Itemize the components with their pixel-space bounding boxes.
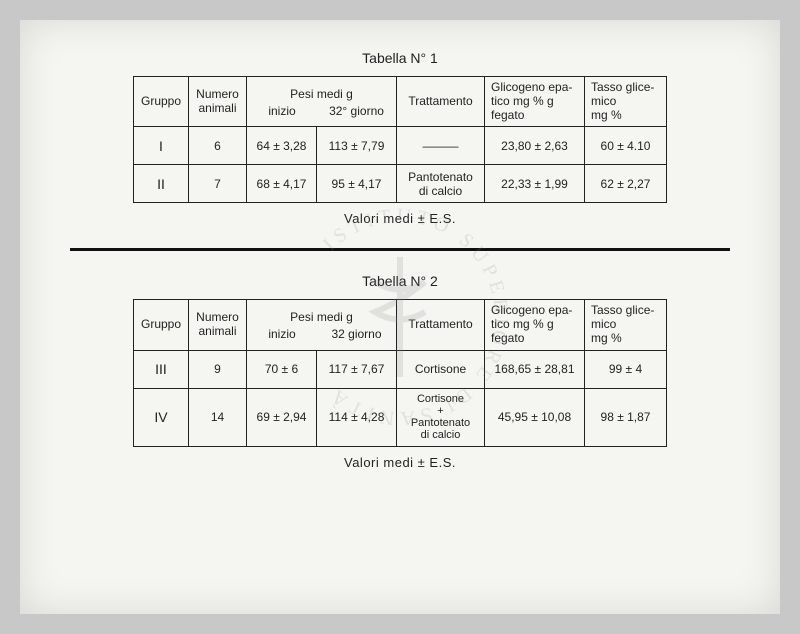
table-row: III 9 70 ± 6 117 ± 7,67 Cortisone 168,65… bbox=[134, 350, 667, 388]
cell: Cortisone+Pantotenatodi calcio bbox=[397, 388, 485, 446]
cell: 114 ± 4,28 bbox=[317, 388, 397, 446]
cell: I bbox=[134, 127, 189, 165]
cell: II bbox=[134, 165, 189, 203]
cell: 64 ± 3,28 bbox=[247, 127, 317, 165]
cell: 117 ± 7,67 bbox=[317, 350, 397, 388]
th-pesi-inizio: inizio bbox=[247, 105, 317, 119]
table1-caption: Valori medi ± E.S. bbox=[70, 211, 730, 226]
table1-title: Tabella N° 1 bbox=[70, 50, 730, 66]
cell: 9 bbox=[189, 350, 247, 388]
cell: Pantotenatodi calcio bbox=[397, 165, 485, 203]
th-pesi-giorno: 32 giorno bbox=[317, 328, 396, 342]
table-row: IV 14 69 ± 2,94 114 ± 4,28 Cortisone+Pan… bbox=[134, 388, 667, 446]
cell: 98 ± 1,87 bbox=[585, 388, 667, 446]
cell: ——— bbox=[397, 127, 485, 165]
table-row: II 7 68 ± 4,17 95 ± 4,17 Pantotenatodi c… bbox=[134, 165, 667, 203]
cell: 95 ± 4,17 bbox=[317, 165, 397, 203]
cell: 168,65 ± 28,81 bbox=[485, 350, 585, 388]
th-pesi-top: Pesi medi g bbox=[247, 85, 396, 105]
table2-title: Tabella N° 2 bbox=[70, 273, 730, 289]
cell: 6 bbox=[189, 127, 247, 165]
th-pesi-top: Pesi medi g bbox=[247, 308, 396, 328]
cell: 62 ± 2,27 bbox=[585, 165, 667, 203]
th-glicogeno: Glicogeno epa-tico mg % gfegato bbox=[485, 77, 585, 127]
cell: 45,95 ± 10,08 bbox=[485, 388, 585, 446]
table2-caption: Valori medi ± E.S. bbox=[70, 455, 730, 470]
cell: 23,80 ± 2,63 bbox=[485, 127, 585, 165]
divider bbox=[70, 248, 730, 251]
th-trattamento: Trattamento bbox=[397, 300, 485, 350]
th-pesi-inizio: inizio bbox=[247, 328, 317, 342]
cell: 22,33 ± 1,99 bbox=[485, 165, 585, 203]
th-pesi: Pesi medi g inizio 32° giorno bbox=[247, 77, 397, 127]
cell: 68 ± 4,17 bbox=[247, 165, 317, 203]
th-pesi: Pesi medi g inizio 32 giorno bbox=[247, 300, 397, 350]
cell: Cortisone bbox=[397, 350, 485, 388]
cell: 69 ± 2,94 bbox=[247, 388, 317, 446]
cell: 14 bbox=[189, 388, 247, 446]
th-gruppo: Gruppo bbox=[134, 77, 189, 127]
cell: IV bbox=[134, 388, 189, 446]
cell: 60 ± 4.10 bbox=[585, 127, 667, 165]
th-animali: Numeroanimali bbox=[189, 77, 247, 127]
table1: Gruppo Numeroanimali Pesi medi g inizio … bbox=[133, 76, 667, 203]
cell: 70 ± 6 bbox=[247, 350, 317, 388]
th-trattamento: Trattamento bbox=[397, 77, 485, 127]
table-row: I 6 64 ± 3,28 113 ± 7,79 ——— 23,80 ± 2,6… bbox=[134, 127, 667, 165]
th-tasso: Tasso glice-mico mg % bbox=[585, 300, 667, 350]
th-gruppo: Gruppo bbox=[134, 300, 189, 350]
cell: III bbox=[134, 350, 189, 388]
th-pesi-giorno: 32° giorno bbox=[317, 105, 396, 119]
th-tasso: Tasso glice-mico mg % bbox=[585, 77, 667, 127]
cell: 99 ± 4 bbox=[585, 350, 667, 388]
cell: 7 bbox=[189, 165, 247, 203]
table2: Gruppo Numeroanimali Pesi medi g inizio … bbox=[133, 299, 667, 446]
th-glicogeno: Glicogeno epa-tico mg % gfegato bbox=[485, 300, 585, 350]
cell: 113 ± 7,79 bbox=[317, 127, 397, 165]
th-animali: Numeroanimali bbox=[189, 300, 247, 350]
